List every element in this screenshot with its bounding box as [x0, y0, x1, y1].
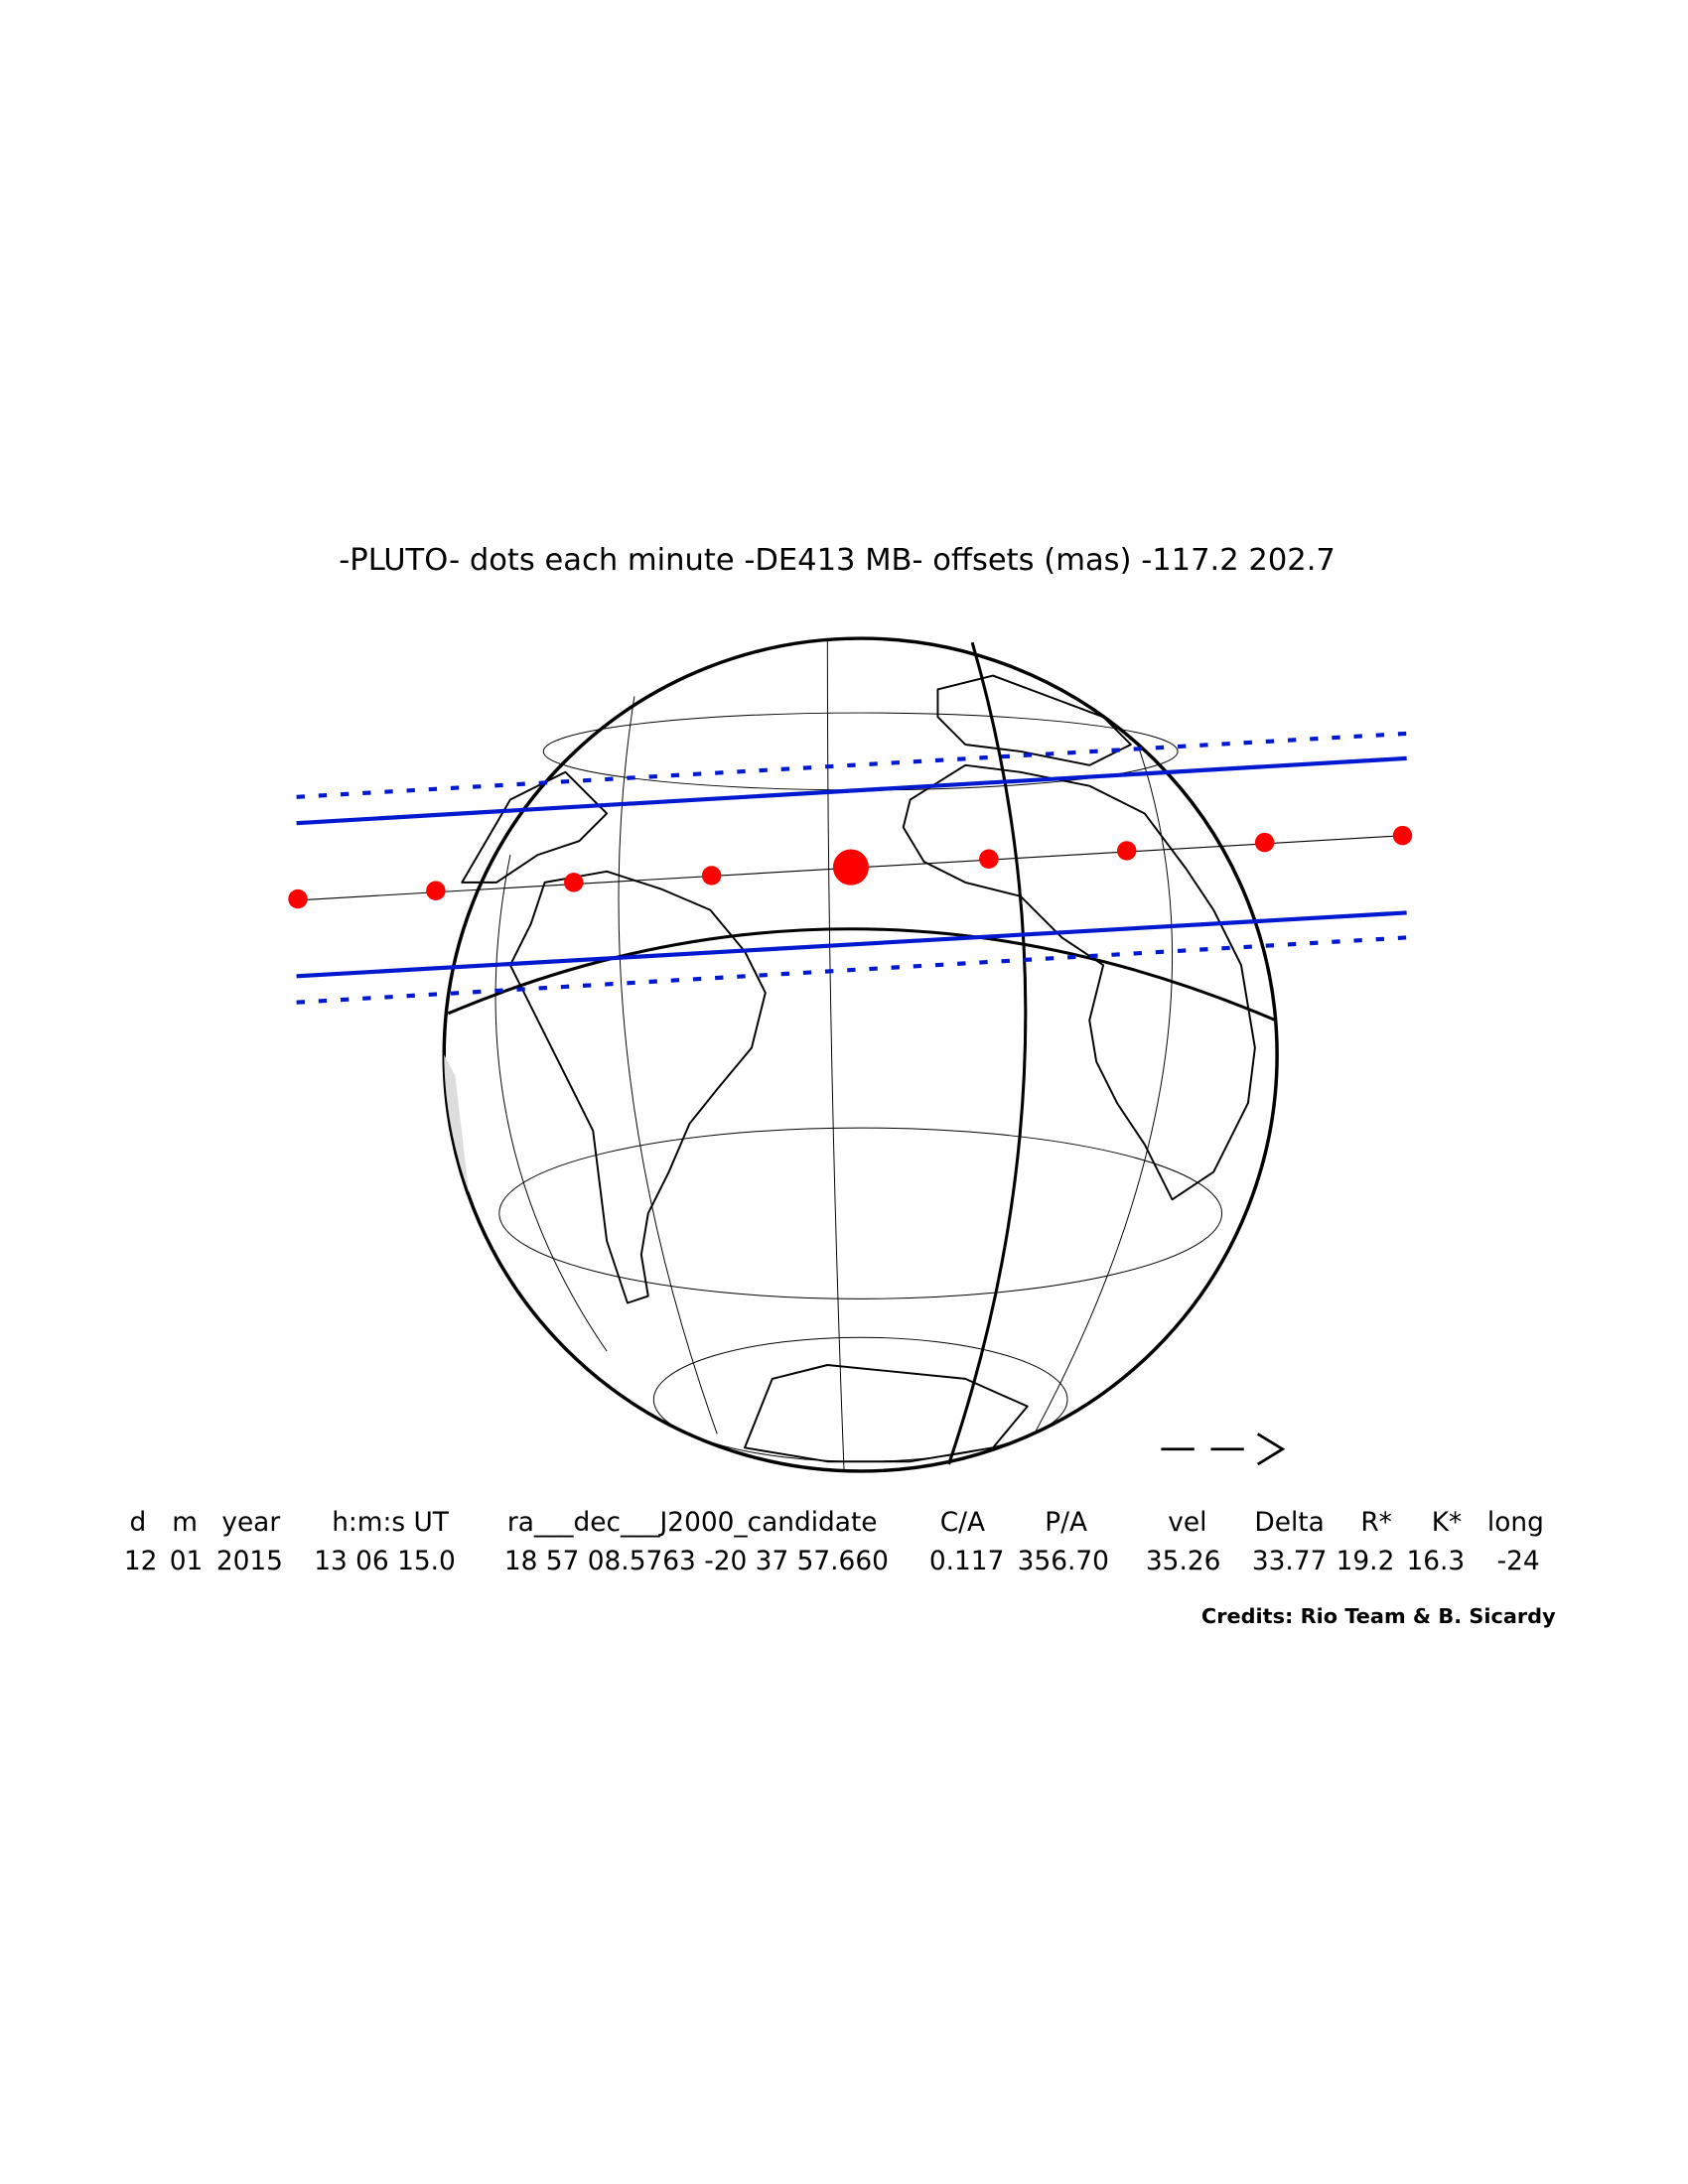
table-value: 33.77: [1252, 1547, 1328, 1576]
shadow-path: [288, 731, 1413, 1005]
table-header: R*: [1360, 1508, 1392, 1538]
table-value: 356.70: [1018, 1547, 1109, 1576]
table-header: vel: [1168, 1508, 1206, 1538]
table-header: ra___dec___J2000_candidate: [507, 1508, 878, 1538]
table-header: K*: [1432, 1508, 1462, 1538]
table-value: 19.2: [1336, 1547, 1395, 1576]
table-value: 18 57 08.5763 -20 37 57.660: [504, 1547, 889, 1576]
limit-dotted: [296, 731, 1407, 799]
limit-solid: [296, 755, 1407, 826]
minute-dot: [1117, 841, 1137, 861]
antarctica: [744, 1364, 1029, 1463]
table-header: h:m:s UT: [332, 1508, 450, 1538]
minute-dot: [426, 881, 446, 900]
table-value: -24: [1497, 1547, 1540, 1576]
parallel: [498, 1127, 1223, 1299]
equator: [447, 927, 1277, 1023]
globe: [442, 636, 1279, 1473]
title: -PLUTO- dots each minute -DE413 MB- offs…: [339, 543, 1336, 578]
table-header: Delta: [1254, 1508, 1324, 1538]
table-value: 12: [124, 1547, 158, 1576]
table-header: C/A: [940, 1508, 985, 1538]
table-value: 35.26: [1146, 1547, 1221, 1576]
table-header: long: [1487, 1508, 1544, 1538]
credits: Credits: Rio Team & B. Sicardy: [1201, 1604, 1556, 1628]
north-america: [461, 770, 609, 884]
meridian: [494, 855, 608, 1352]
table-value: 13 06 15.0: [314, 1547, 456, 1576]
table-value: 2015: [216, 1547, 283, 1576]
limit-solid: [296, 910, 1407, 979]
meridian-thick: [947, 641, 1028, 1465]
africa: [902, 763, 1256, 1201]
meridian: [826, 639, 845, 1470]
minute-dot: [979, 849, 999, 869]
minute-dot: [1254, 832, 1275, 853]
minute-dot: [288, 888, 308, 909]
limit-dotted: [296, 935, 1407, 1005]
minute-dot: [564, 873, 584, 892]
table-header: d: [130, 1508, 147, 1538]
south-america: [508, 870, 767, 1304]
table-value: 16.3: [1406, 1547, 1465, 1576]
minute-dot: [701, 866, 722, 886]
meridian: [618, 696, 718, 1434]
table-header: m: [172, 1508, 198, 1538]
table-value: 0.117: [929, 1547, 1005, 1576]
direction-arrow: [1161, 1433, 1286, 1466]
table-header: year: [221, 1508, 280, 1538]
table-value: 01: [170, 1547, 204, 1576]
table-header: P/A: [1045, 1508, 1087, 1538]
europe: [936, 674, 1132, 766]
shade: [444, 1054, 470, 1193]
closest-dot: [832, 849, 869, 886]
globe-outline: [442, 636, 1279, 1473]
meridian: [1034, 744, 1173, 1434]
minute-dot: [1392, 825, 1413, 846]
